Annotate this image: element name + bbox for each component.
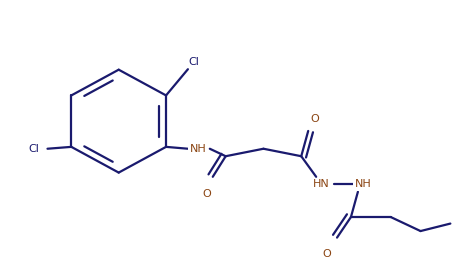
Text: Cl: Cl xyxy=(28,144,39,154)
Text: Cl: Cl xyxy=(188,57,199,67)
Text: O: O xyxy=(323,248,331,258)
Text: O: O xyxy=(202,189,211,199)
Text: O: O xyxy=(311,114,320,124)
Text: NH: NH xyxy=(354,179,371,189)
Text: NH: NH xyxy=(189,144,206,154)
Text: HN: HN xyxy=(313,179,329,189)
